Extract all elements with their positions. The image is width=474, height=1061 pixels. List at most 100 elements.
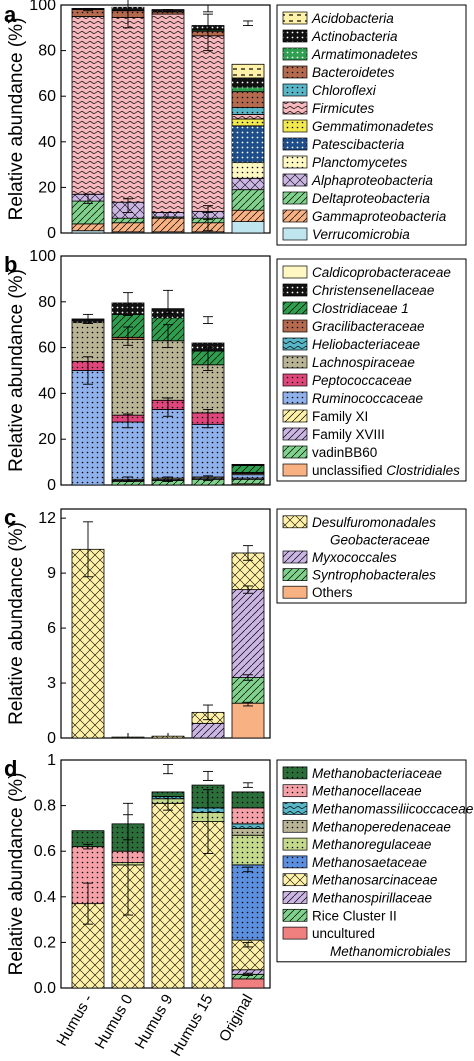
legend-swatch-pattern	[283, 356, 307, 368]
legend-entry: Heliobacteriaceae	[282, 337, 420, 352]
bar-humus--	[71, 548, 105, 739]
legend-swatch-pattern	[283, 30, 307, 42]
legend-swatch	[282, 926, 308, 940]
legend-label: vadinBB60	[312, 445, 377, 460]
bar-segment-pattern	[192, 479, 224, 485]
y-tick-label: 0.4	[34, 889, 56, 906]
bar-segment-pattern	[232, 107, 264, 115]
bar-humus-0	[111, 736, 145, 739]
bar-segment-pattern	[72, 549, 104, 738]
bar-segment-pattern	[72, 16, 104, 195]
legend-label: Peptococcaceae	[312, 373, 412, 388]
error-bar	[123, 476, 133, 483]
legend-label: Methanosarcinaceae	[312, 873, 437, 888]
error-bar	[163, 476, 173, 483]
y-axis-label: Relative abundance (%)	[6, 18, 27, 221]
y-tick-label: 100	[29, 0, 56, 14]
legend-swatch-pattern	[283, 284, 307, 296]
error-bar	[163, 212, 173, 218]
bar-segment-pattern	[112, 17, 144, 203]
error-bar	[83, 521, 93, 578]
error-bar	[203, 347, 213, 371]
error-bar	[83, 843, 93, 850]
legend-swatch-pattern	[283, 320, 307, 332]
bar-segment-pattern	[72, 201, 104, 224]
y-tick-label: 80	[38, 43, 56, 60]
error-bar	[163, 764, 173, 775]
legend-label: Christensenellaceae	[312, 283, 434, 298]
panel-label: a	[4, 2, 17, 27]
legend-label: Others	[312, 585, 353, 600]
legend-label: Bacteroidetes	[312, 65, 395, 80]
bar-segment-pattern	[232, 162, 264, 179]
panel-label: d	[4, 756, 17, 781]
legend-entry: Deltaproteobacteria	[282, 191, 430, 206]
bar-segment	[231, 702, 265, 739]
bar-segment-pattern	[152, 340, 184, 401]
legend-swatch-pattern	[283, 784, 307, 797]
error-bar	[243, 20, 253, 26]
legend-entry: Armatimonadetes	[282, 47, 418, 62]
error-bar	[123, 198, 133, 213]
error-bar	[163, 289, 173, 314]
legend-swatch-pattern	[283, 838, 307, 851]
bar-segment-pattern	[112, 481, 144, 485]
bar-segment-pattern	[112, 222, 144, 232]
legend-swatch-pattern	[283, 338, 307, 350]
legend-swatch-pattern	[283, 392, 307, 404]
legend-swatch	[282, 585, 308, 599]
y-tick-label: 3	[47, 675, 56, 692]
bar-segment-pattern	[152, 217, 184, 219]
bar-segment-pattern	[232, 677, 264, 704]
legend-label: Family XI	[312, 409, 368, 424]
y-axis-label: Relative abundance (%)	[6, 522, 27, 725]
legend-entry: uncultured Methanomicrobiales	[282, 926, 451, 959]
legend-frame	[276, 759, 467, 963]
legend-swatch-pattern	[283, 446, 307, 458]
y-tick-label: 0.2	[34, 934, 56, 951]
y-tick-label: 0	[47, 477, 56, 494]
legend-entry: Others	[282, 585, 353, 600]
y-tick-label: 12	[38, 510, 56, 527]
legend-label: Patescibacteria	[312, 137, 405, 152]
legend-swatch-pattern	[283, 374, 307, 386]
legend-swatch-pattern	[283, 802, 307, 815]
bar-segment-pattern	[72, 223, 104, 231]
error-bar	[123, 413, 133, 429]
bar-segment-pattern	[72, 370, 104, 485]
error-bar	[203, 212, 213, 232]
y-tick-label: 20	[38, 431, 56, 448]
legend-swatch-pattern	[283, 909, 307, 922]
error-bar	[83, 356, 93, 385]
bar-segment-pattern	[152, 480, 184, 485]
bar-humus-15	[191, 25, 225, 234]
legend-swatch	[282, 227, 308, 241]
bar-humus--	[71, 318, 105, 486]
legend-entry: Gracilibacteraceae	[282, 319, 425, 334]
bar-segment-pattern	[192, 364, 224, 413]
legend-label: Deltaproteobacteria	[312, 191, 430, 206]
bar-segment-pattern	[232, 473, 264, 475]
x-tick-label: Original	[216, 992, 257, 1045]
error-bar	[203, 13, 213, 52]
legend-swatch-pattern	[283, 410, 307, 422]
y-tick-label: 80	[38, 294, 56, 311]
y-tick-label: 0.8	[34, 798, 56, 815]
bar-segment-pattern	[152, 409, 184, 479]
bar-segment-pattern	[72, 9, 104, 17]
bar-segment-pattern	[232, 478, 264, 480]
legend-entry: Clostridiaceae 1	[282, 301, 409, 316]
error-bar	[123, 326, 133, 346]
bar-original	[231, 552, 265, 739]
bar-segment-pattern	[112, 218, 144, 223]
legend-label: Myxococcales	[312, 550, 397, 565]
bar-segment	[231, 221, 265, 234]
panel-label: c	[4, 505, 16, 530]
legend-label: Caldicoprobacteraceae	[312, 265, 451, 280]
legend-swatch-pattern	[283, 891, 307, 904]
legend-swatch	[282, 265, 308, 279]
error-bar	[203, 4, 213, 13]
x-tick-label: Humus -	[53, 992, 96, 1050]
